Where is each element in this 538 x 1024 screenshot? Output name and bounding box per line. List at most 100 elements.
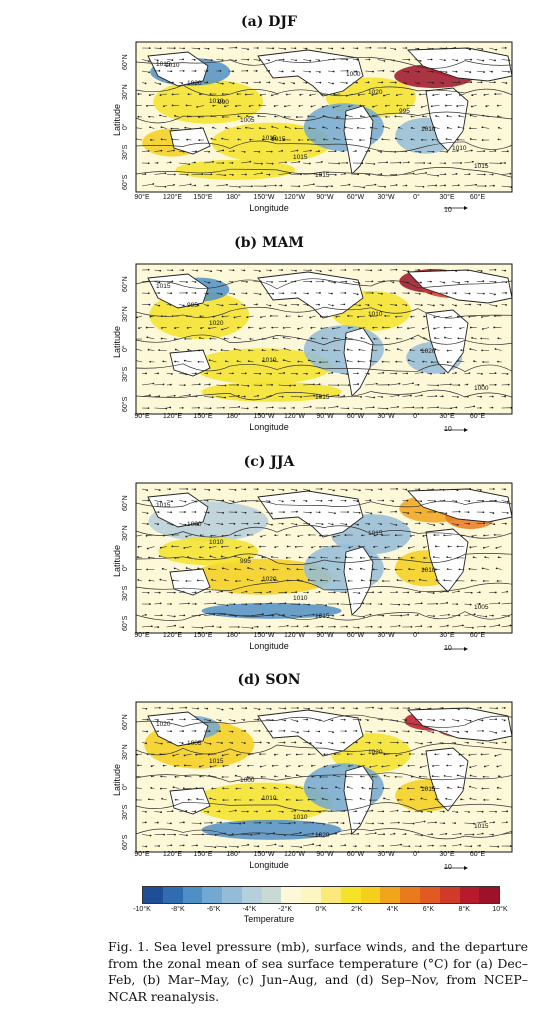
wind-arrow	[419, 579, 428, 582]
wind-arrow	[265, 292, 274, 295]
contour-label: 1015	[262, 135, 277, 142]
wind-arrow	[439, 833, 447, 835]
y-tick-label: 30°N	[122, 525, 129, 541]
wind-arrow	[216, 384, 226, 386]
contour-label: 1020	[156, 721, 171, 728]
wind-arrow	[434, 327, 440, 329]
y-tick-label: 60°N	[122, 495, 129, 511]
wind-arrow	[265, 162, 273, 165]
wind-arrow	[389, 406, 399, 409]
wind-arrow	[159, 555, 167, 559]
wind-arrow	[476, 742, 483, 744]
wind-arrow	[470, 798, 477, 801]
wind-arrow	[451, 591, 459, 593]
isobar-contour	[136, 334, 512, 346]
wind-arrow	[216, 304, 223, 306]
x-tick-label: 180°	[226, 194, 241, 201]
wind-arrow	[154, 811, 162, 813]
wind-arrow	[203, 834, 216, 836]
wind-arrow	[203, 845, 216, 848]
y-tick-label: 30°S	[122, 585, 129, 601]
wind-arrow	[216, 613, 225, 616]
wind-arrow	[315, 822, 324, 825]
contour-label: 1020	[421, 348, 436, 355]
wind-arrow	[352, 488, 360, 491]
wind-arrow	[216, 174, 226, 176]
map-panel-d: 1020 1015 1010 1020 1020 1015 1015 1005 1000 1010	[135, 701, 513, 870]
y-tick-label: 60°S	[122, 615, 129, 631]
wind-arrow	[210, 765, 217, 767]
wind-arrow	[402, 511, 409, 514]
wind-arrow	[283, 359, 291, 363]
wind-arrow	[458, 786, 465, 789]
contour-label: 1000	[240, 777, 255, 784]
wind-arrow	[258, 115, 267, 118]
x-tick-label: 60°E	[469, 194, 486, 201]
wind-arrow	[290, 832, 301, 835]
wind-arrow	[476, 70, 485, 73]
wind-arrow	[216, 603, 228, 606]
wind-arrow	[173, 786, 180, 789]
colorbar-ticks: -10°K -8°K -6°K -4°K -2°K 0°K 2°K 4°K 6°K 8°K 10°K	[130, 906, 510, 916]
wind-arrow	[320, 534, 329, 536]
map-panel-a: 1015101010151015102010101015102010051015…	[135, 41, 513, 210]
wind-arrow	[216, 511, 224, 514]
colorbar-tick-label: 6°K	[422, 906, 435, 913]
wind-arrow	[377, 59, 385, 62]
contour-label: 1010	[209, 98, 224, 105]
isobar-contour	[136, 306, 512, 319]
continent-outline	[425, 87, 469, 152]
wind-arrow	[222, 753, 229, 756]
x-tick-label: 90°E	[134, 194, 150, 201]
colorbar-tick-label: 2°K	[351, 906, 363, 913]
colorbar-swatch	[340, 887, 361, 903]
wind-arrow	[358, 315, 366, 318]
wind-arrow	[247, 315, 254, 318]
wind-arrow	[352, 603, 364, 605]
contour-label: 1000	[474, 385, 489, 392]
wind-arrow	[444, 775, 453, 778]
colorbar-swatch	[400, 887, 420, 903]
wind-arrow	[451, 523, 458, 526]
wind-arrow	[141, 70, 150, 73]
wind-arrow	[451, 150, 458, 152]
wind-arrow	[346, 556, 353, 559]
wind-arrow	[377, 372, 384, 374]
wind-arrow	[346, 115, 353, 118]
wind-arrow	[395, 138, 403, 141]
wind-arrow	[352, 281, 360, 284]
wind-arrow	[421, 798, 428, 801]
wind-arrow	[444, 579, 453, 582]
wind-arrow	[396, 93, 403, 96]
colorbar-swatch	[143, 887, 163, 903]
contour-label: 1005	[187, 740, 202, 747]
colorbar-tick-label: 0°K	[315, 906, 327, 913]
wind-arrow	[446, 315, 453, 318]
wind-arrow	[470, 348, 477, 351]
y-tick-label: 0°	[122, 564, 129, 571]
wind-scale-c: 10	[444, 645, 452, 652]
wind-arrow	[209, 327, 217, 329]
wind-arrow	[327, 511, 335, 514]
wind-arrow	[439, 70, 447, 73]
x-tick-label: 90°W	[316, 413, 334, 420]
wind-arrow	[334, 337, 341, 340]
wind-arrow	[402, 822, 414, 824]
wind-arrow	[396, 753, 403, 756]
wind-arrow	[234, 348, 242, 351]
wind-arrow	[160, 93, 167, 96]
x-tick-label: 0°	[413, 194, 420, 201]
isobar-contour	[136, 580, 512, 592]
wind-arrow	[322, 798, 329, 801]
wind-arrow	[446, 93, 453, 96]
wind-arrow	[172, 138, 180, 141]
wind-arrow	[284, 105, 291, 107]
y-tick-label: 0°	[122, 123, 129, 130]
wind-arrow	[458, 126, 465, 129]
wind-arrow	[402, 70, 409, 73]
wind-arrow	[154, 82, 161, 85]
continent-outline	[406, 488, 512, 523]
wind-arrow	[303, 183, 314, 187]
wind-arrow	[451, 719, 459, 722]
x-tick-label: 120°W	[283, 851, 306, 858]
